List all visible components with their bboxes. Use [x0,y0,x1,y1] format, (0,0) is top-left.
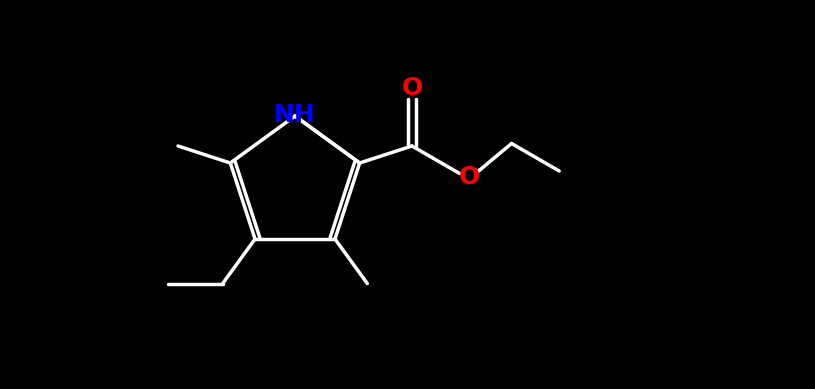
Text: O: O [401,76,423,100]
Text: NH: NH [274,103,316,127]
Text: O: O [459,165,480,189]
